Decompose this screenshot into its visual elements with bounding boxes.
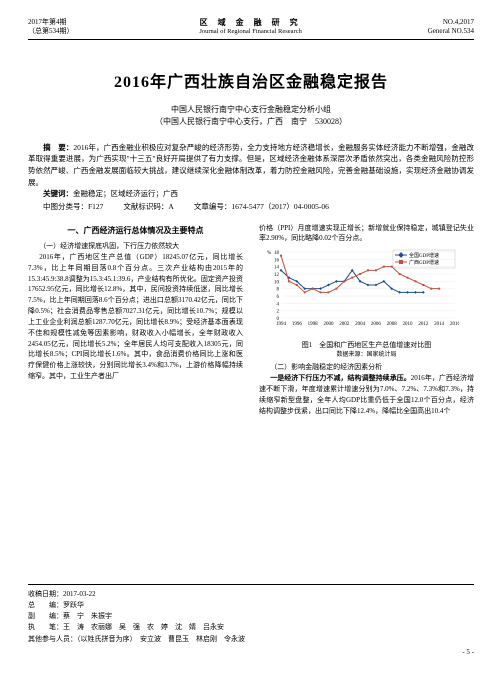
recv-date-line: 收稿日期：2017-03-22 xyxy=(28,589,474,600)
abstract-block: 摘 要：2016年，广西金融业积极应对复杂严峻的经济形势，全力支持地方经济稳增长… xyxy=(28,142,474,189)
sub-heading-2: （二）影响金融稳定的经济因素分析 xyxy=(259,362,474,373)
doc-code: 文献标识码：A xyxy=(123,201,173,213)
clc: 中图分类号：F127 xyxy=(43,202,103,211)
header-left: 2017年第4期 （总第534期） xyxy=(28,18,74,37)
classify-line: 中图分类号：F127 文献标识码：A 文章编号：1674-5477（2017）0… xyxy=(28,201,474,213)
svg-text:2000: 2000 xyxy=(323,322,334,327)
issue-year: 2017年第4期 xyxy=(28,18,74,27)
svg-text:1994: 1994 xyxy=(276,322,287,327)
svg-text:2002: 2002 xyxy=(339,322,350,327)
keywords-line: 关键词：金融稳定；区域经济运行；广西 xyxy=(28,188,474,200)
header-right: NO.4,2017 General NO.534 xyxy=(428,18,474,37)
svg-text:12: 12 xyxy=(274,273,280,278)
author-line: 中国人民银行南宁中心支行金融稳定分析小组 xyxy=(28,104,474,116)
svg-text:2006: 2006 xyxy=(371,322,382,327)
svg-text:广西GDP增速: 广西GDP增速 xyxy=(409,259,439,266)
svg-text:2008: 2008 xyxy=(387,322,398,327)
issue-general: General NO.534 xyxy=(428,27,474,36)
editor2-line: 副 编：蔡 宁 朱振宇 xyxy=(28,611,474,622)
svg-text:2004: 2004 xyxy=(355,322,366,327)
authors-line: 执 笔：王 涛 农丽娜 吴 强 农 婷 沈 婧 吕永安 xyxy=(28,622,474,633)
abstract-text: 2016年，广西金融业积极应对复杂严峻的经济形势，全力支持地方经济稳增长，金融服… xyxy=(28,143,474,187)
right-body: 一是经济下行压力不减，结构调整持续承压。2016年，广西经济增速不断下滑，年度增… xyxy=(259,373,474,416)
others-line: 其他参与人员：（以姓氏拼音为序） 安立波 曹昆玉 林启刚 令永波 xyxy=(28,634,474,645)
svg-text:2016: 2016 xyxy=(450,322,459,327)
page-header: 2017年第4期 （总第534期） 区 域 金 融 研 究 Journal of… xyxy=(28,18,474,40)
svg-text:2014: 2014 xyxy=(434,322,445,327)
editor-line: 总 编：罗跃华 xyxy=(28,600,474,611)
paper-title: 2016年广西壮族自治区金融稳定报告 xyxy=(28,68,474,92)
issue-no: NO.4,2017 xyxy=(428,18,474,27)
svg-text:全国GDP增速: 全国GDP增速 xyxy=(409,252,439,259)
sub-heading: （一）经济增速探底巩固，下行压力依然较大 xyxy=(28,241,243,252)
right-intro: 价格（PPI）月度增速实现正增长；新增就业保持稳定，城镇登记失业率2.90%，同… xyxy=(259,223,474,245)
left-column: 一、广西经济运行总体情况及主要特点 （一）经济增速探底巩固，下行压力依然较大 2… xyxy=(28,223,243,417)
keywords-label: 关键词： xyxy=(43,189,73,198)
svg-text:2010: 2010 xyxy=(403,322,414,327)
svg-text:18: 18 xyxy=(274,251,280,256)
keywords-text: 金融稳定；区域经济运行；广西 xyxy=(73,189,178,198)
svg-text:14: 14 xyxy=(274,266,280,271)
svg-text:2012: 2012 xyxy=(418,322,429,327)
issue-total: （总第534期） xyxy=(28,27,74,36)
journal-title-en: Journal of Regional Financial Research xyxy=(199,28,302,36)
section-heading: 一、广西经济运行总体情况及主要特点 xyxy=(28,225,243,237)
chart-figure: 024681012141618%199419961998200020022004… xyxy=(259,246,459,334)
svg-text:16: 16 xyxy=(274,259,280,264)
svg-text:%: % xyxy=(267,251,271,256)
page-number: - 5 - xyxy=(28,647,474,658)
right-column: 价格（PPI）月度增速实现正增长；新增就业保持稳定，城镇登记失业率2.90%，同… xyxy=(259,223,474,417)
header-center: 区 域 金 融 研 究 Journal of Regional Financia… xyxy=(199,18,302,37)
journal-title-cn: 区 域 金 融 研 究 xyxy=(199,18,302,28)
svg-text:1998: 1998 xyxy=(308,322,319,327)
svg-text:10: 10 xyxy=(274,281,280,286)
left-body: 2016年，广西地区生产总值（GDP）18245.07亿元，同比增长7.3%，比… xyxy=(28,252,243,382)
footer-block: 收稿日期：2017-03-22 总 编：罗跃华 副 编：蔡 宁 朱振宇 执 笔：… xyxy=(28,584,474,658)
abstract-label: 摘 要： xyxy=(43,143,73,152)
svg-text:1996: 1996 xyxy=(292,322,303,327)
sub-h2-inline: 一是经济下行压力不减，结构调整持续承压。 xyxy=(270,374,411,382)
affiliation-line: （中国人民银行南宁中心支行，广西 南宁 530028） xyxy=(28,116,474,128)
chart-caption: 图1 全国和广西地区生产总值增速对比图 xyxy=(259,340,474,351)
article-no: 文章编号：1674-5477（2017）04-0005-06 xyxy=(194,201,329,213)
body-columns: 一、广西经济运行总体情况及主要特点 （一）经济增速探底巩固，下行压力依然较大 2… xyxy=(28,223,474,417)
chart-source: 数据来源：国家统计局 xyxy=(259,351,474,360)
